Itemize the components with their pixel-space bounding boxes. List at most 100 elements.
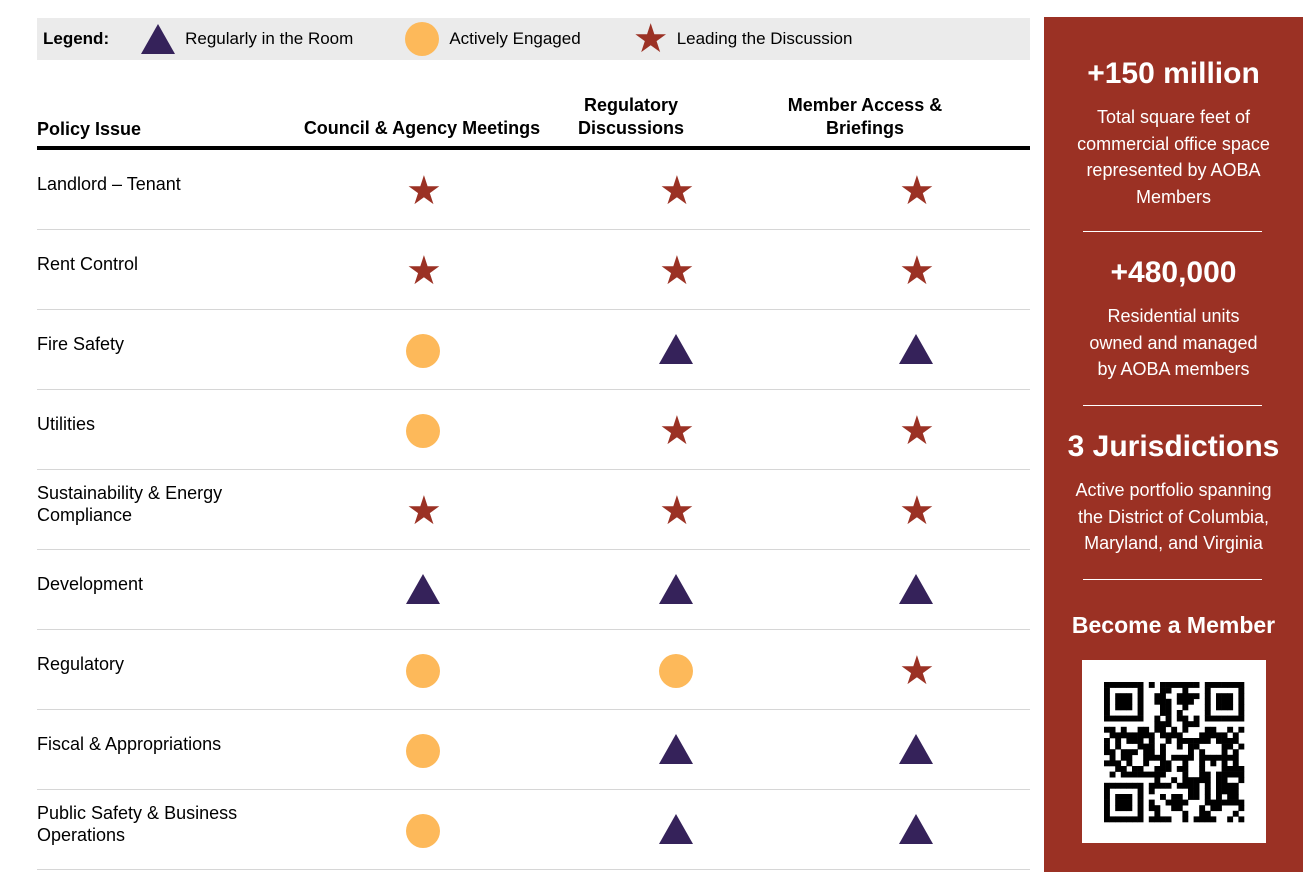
stat-residential-desc: Residential units owned and managed by A… (1089, 306, 1258, 379)
rating-cell: ★ (899, 409, 935, 453)
triangle-icon (659, 574, 693, 604)
triangle-icon (659, 814, 693, 844)
divider (1083, 579, 1262, 580)
stat-jurisdictions-value: 3 Jurisdictions (1067, 430, 1280, 463)
star-icon: ★ (659, 409, 695, 453)
table-header: Policy Issue Council & Agency Meetings R… (37, 90, 1030, 150)
policy-issue-label: Rent Control (37, 253, 139, 274)
rating-cell (659, 654, 693, 688)
triangle-icon (659, 334, 693, 364)
rating-cell (406, 414, 440, 448)
rating-cell (899, 574, 933, 604)
qr-code[interactable] (1082, 660, 1266, 843)
policy-issue-label: Landlord – Tenant (37, 173, 181, 194)
rating-cell (659, 814, 693, 844)
circle-icon (406, 414, 440, 448)
rating-cell (406, 334, 440, 368)
table-row: Rent Control ★ ★ ★ (37, 230, 1030, 310)
legend-item-engaged: Actively Engaged (405, 22, 581, 56)
rating-cell (659, 334, 693, 364)
policy-issue-label: Public Safety & Business Operations (37, 802, 238, 845)
stat-office-value: +150 million (1087, 57, 1260, 90)
table-row: Fire Safety (37, 310, 1030, 390)
stats-sidebar: +150 million Total square feet of commer… (1044, 17, 1303, 872)
table-row: Landlord – Tenant ★ ★ ★ (37, 150, 1030, 230)
circle-icon (406, 814, 440, 848)
legend-item-regularly: Regularly in the Room (141, 24, 353, 54)
star-icon: ★ (899, 409, 935, 453)
legend-item-leading: ★ Leading the Discussion (632, 17, 853, 61)
legend: Legend: Regularly in the Room Actively E… (37, 18, 1030, 60)
stat-jurisdictions-desc: Active portfolio spanning the District o… (1075, 480, 1272, 553)
triangle-icon (899, 814, 933, 844)
table-row: Public Safety & Business Operations (37, 790, 1030, 870)
stat-residential-value: +480,000 (1110, 256, 1237, 289)
policy-issue-label: Utilities (37, 413, 96, 434)
circle-icon (405, 22, 440, 56)
circle-icon (406, 334, 440, 368)
rating-cell (406, 734, 440, 768)
header-council: Council & Agency Meetings (303, 118, 541, 138)
table-row: Fiscal & Appropriations (37, 710, 1030, 790)
star-icon: ★ (899, 169, 935, 213)
rating-cell (899, 814, 933, 844)
rating-cell: ★ (659, 489, 695, 533)
star-icon: ★ (659, 169, 695, 213)
triangle-icon (406, 574, 440, 604)
rating-cell: ★ (406, 489, 442, 533)
header-policy-issue: Policy Issue (37, 119, 142, 139)
table-row: Development (37, 550, 1030, 630)
star-icon: ★ (406, 169, 442, 213)
rating-cell: ★ (406, 169, 442, 213)
rating-cell (406, 814, 440, 848)
policy-issue-label: Fire Safety (37, 333, 125, 354)
divider (1083, 231, 1262, 232)
star-icon: ★ (659, 249, 695, 293)
table-row: Sustainability & Energy Compliance ★ ★ ★ (37, 470, 1030, 550)
circle-icon (406, 654, 440, 688)
policy-issue-label: Regulatory (37, 653, 125, 674)
rating-cell (899, 734, 933, 764)
legend-text: Actively Engaged (449, 29, 581, 48)
rating-cell (406, 654, 440, 688)
rating-cell: ★ (899, 169, 935, 213)
rating-cell: ★ (659, 409, 695, 453)
circle-icon (659, 654, 693, 688)
divider (1083, 405, 1262, 406)
rating-cell (659, 734, 693, 764)
triangle-icon (141, 24, 176, 54)
table-row: Regulatory ★ (37, 630, 1030, 710)
rating-cell (899, 334, 933, 364)
become-member-link[interactable]: Become a Member (1071, 612, 1276, 638)
stat-office-desc: Total square feet of commercial office s… (1077, 107, 1270, 207)
rating-cell: ★ (899, 489, 935, 533)
rating-cell: ★ (899, 649, 935, 693)
triangle-icon (899, 334, 933, 364)
star-icon: ★ (406, 249, 442, 293)
triangle-icon (659, 734, 693, 764)
circle-icon (406, 734, 440, 768)
legend-text: Leading the Discussion (676, 29, 853, 48)
legend-text: Regularly in the Room (185, 29, 354, 48)
star-icon: ★ (632, 17, 669, 61)
rating-cell: ★ (406, 249, 442, 293)
policy-issue-label: Sustainability & Energy Compliance (37, 482, 223, 525)
rating-cell (659, 574, 693, 604)
star-icon: ★ (406, 489, 442, 533)
rating-cell: ★ (659, 249, 695, 293)
header-member-access: Member Access & Briefings (787, 95, 943, 138)
policy-table: Policy Issue Council & Agency Meetings R… (37, 90, 1030, 870)
rating-cell: ★ (659, 169, 695, 213)
legend-label: Legend: (43, 29, 110, 48)
header-regulatory: Regulatory Discussions (577, 95, 685, 138)
triangle-icon (899, 574, 933, 604)
star-icon: ★ (659, 489, 695, 533)
policy-issue-label: Fiscal & Appropriations (37, 733, 222, 754)
rating-cell: ★ (899, 251, 935, 291)
star-icon: ★ (899, 649, 935, 693)
star-icon: ★ (899, 489, 935, 533)
table-row: Utilities ★ ★ (37, 390, 1030, 470)
triangle-icon (899, 734, 933, 764)
rating-cell (406, 574, 440, 604)
policy-issue-label: Development (37, 573, 144, 594)
